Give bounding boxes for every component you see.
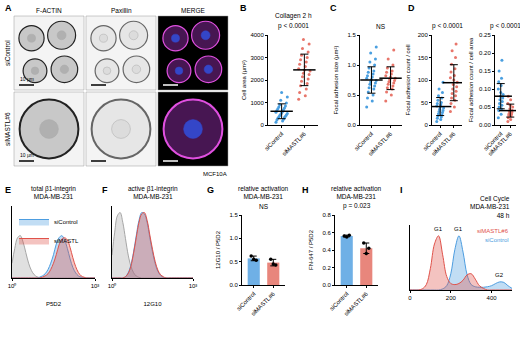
svg-text:0.8: 0.8 [322,212,331,218]
svg-text:0.20: 0.20 [479,50,491,56]
svg-text:G1: G1 [454,226,463,232]
svg-text:F-ACTIN: F-ACTIN [36,7,62,14]
svg-text:1000: 1000 [250,100,264,106]
svg-text:siControl: siControl [236,291,257,312]
svg-text:siControl: siControl [353,131,374,152]
svg-text:0.25: 0.25 [479,32,491,38]
svg-text:siControl: siControl [54,219,78,225]
svg-text:0: 0 [408,295,412,301]
svg-text:D: D [408,3,415,13]
svg-text:10³: 10³ [91,283,100,289]
svg-text:relative activationMDA-MB-231: relative activationMDA-MB-231 [331,185,382,200]
svg-text:0.10: 0.10 [479,86,491,92]
svg-text:100: 100 [418,77,429,83]
svg-text:0.0: 0.0 [322,282,331,288]
svg-text:1.0: 1.0 [347,62,356,68]
svg-text:A: A [5,3,12,13]
svg-text:siControl: siControl [485,237,509,243]
svg-text:p < 0.0001: p < 0.0001 [278,22,309,30]
svg-text:0.0: 0.0 [229,282,238,288]
svg-text:siControl: siControl [263,131,284,152]
svg-text:0.2: 0.2 [322,265,331,271]
svg-text:siControl: siControl [329,291,350,312]
svg-text:0.6: 0.6 [322,230,331,236]
svg-text:0.05: 0.05 [479,104,491,110]
svg-text:G1: G1 [434,226,443,232]
svg-text:siMASTL#6: siMASTL#6 [430,130,457,157]
svg-text:p = 0.023: p = 0.023 [343,202,371,210]
svg-text:siMASTL#6: siMASTL#6 [343,290,370,317]
svg-text:total β1-integrinMDA-MB-231: total β1-integrinMDA-MB-231 [31,185,76,200]
svg-text:siMASTL#6: siMASTL#6 [477,228,509,234]
svg-text:0.15: 0.15 [479,68,491,74]
svg-text:siMASTL#6: siMASTL#6 [281,130,308,157]
svg-text:2000: 2000 [250,77,264,83]
svg-text:0.00: 0.00 [479,122,491,128]
svg-text:10⁰: 10⁰ [108,282,117,289]
svg-text:150: 150 [418,55,429,61]
svg-text:1.5: 1.5 [347,32,356,38]
svg-text:siControl: siControl [422,131,443,152]
svg-text:B: B [240,3,247,13]
svg-text:10 µm: 10 µm [20,76,34,82]
svg-text:NS: NS [259,203,269,210]
svg-text:I: I [400,185,403,195]
svg-text:siMASTL: siMASTL [54,238,79,244]
svg-text:P5D2: P5D2 [46,301,62,307]
svg-text:MERGE: MERGE [181,7,206,14]
svg-text:10³: 10³ [189,283,198,289]
svg-text:50: 50 [421,100,428,106]
svg-text:0.5: 0.5 [229,259,238,265]
svg-text:200: 200 [446,295,457,301]
svg-text:Paxillin: Paxillin [111,7,132,14]
svg-text:10 µm: 10 µm [20,152,34,158]
svg-text:E: E [5,185,11,195]
svg-text:Focal adhesion count / cell ar: Focal adhesion count / cell area [468,37,474,122]
svg-text:siControl: siControl [483,131,504,152]
svg-text:p < 0.0001: p < 0.0001 [490,22,520,30]
svg-text:G2: G2 [495,272,504,278]
svg-text:0: 0 [260,122,264,128]
svg-text:Cell area (µm²): Cell area (µm²) [241,60,247,100]
svg-text:200: 200 [418,32,429,38]
svg-text:1.5: 1.5 [229,212,238,218]
svg-text:Focal adhesion count / cell: Focal adhesion count / cell [405,44,411,115]
svg-text:0.5: 0.5 [347,92,356,98]
svg-text:F: F [102,185,108,195]
svg-text:12G10 / P5D2: 12G10 / P5D2 [215,230,221,269]
svg-text:p < 0.0001: p < 0.0001 [432,22,463,30]
svg-text:4000: 4000 [250,32,264,38]
svg-text:12G10: 12G10 [143,301,162,307]
svg-text:0.4: 0.4 [322,247,331,253]
svg-text:G: G [207,185,214,195]
svg-text:NS: NS [376,23,386,30]
svg-text:relative activationMDA-MB-231: relative activationMDA-MB-231 [238,185,289,200]
svg-text:0: 0 [424,122,428,128]
svg-text:1.0: 1.0 [229,235,238,241]
svg-text:400: 400 [487,295,498,301]
svg-text:0.0: 0.0 [347,122,356,128]
svg-text:active β1-integrinMDA-MB-231: active β1-integrinMDA-MB-231 [128,185,178,200]
svg-text:FN-647 / P5D2: FN-647 / P5D2 [308,229,314,270]
svg-text:siMASTL#6: siMASTL#6 [367,130,394,157]
svg-text:H: H [302,185,309,195]
svg-text:siControl: siControl [4,40,11,66]
svg-text:Focal adhesion size (µm²): Focal adhesion size (µm²) [333,45,339,114]
svg-text:3000: 3000 [250,55,264,61]
svg-text:MCF10A: MCF10A [203,171,227,177]
svg-text:Collagen 2 h: Collagen 2 h [275,12,312,20]
svg-text:C: C [330,3,337,13]
svg-text:Cell CycleMDA-MB-23148 h: Cell CycleMDA-MB-23148 h [470,195,510,219]
svg-text:siMASTL#6: siMASTL#6 [487,130,514,157]
svg-text:10⁰: 10⁰ [8,282,17,289]
svg-text:siMASTL#6: siMASTL#6 [4,112,11,146]
svg-text:siMASTL#6: siMASTL#6 [250,290,277,317]
